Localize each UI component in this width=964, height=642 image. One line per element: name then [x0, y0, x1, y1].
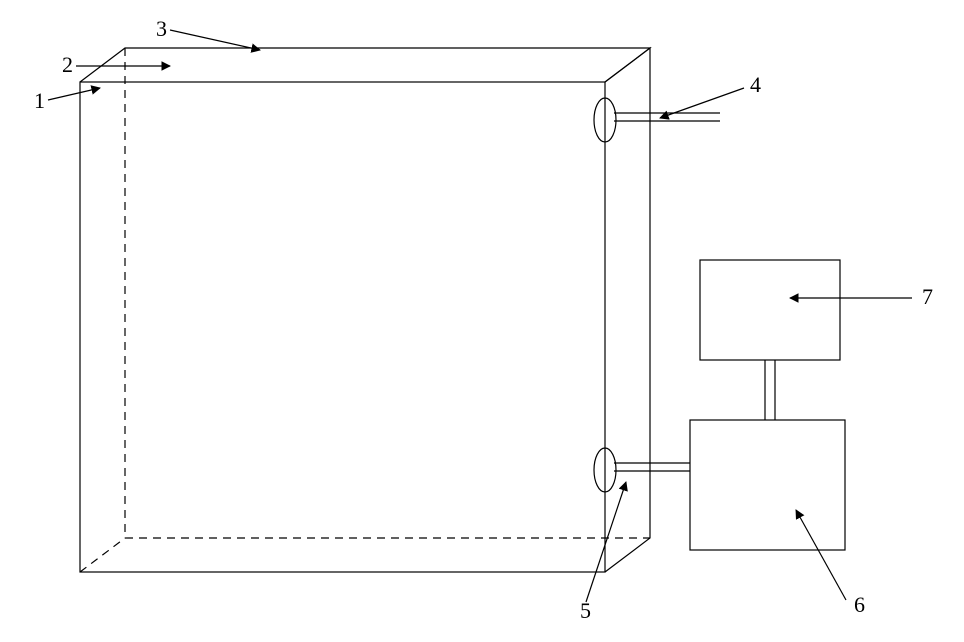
label-3: 3	[156, 16, 167, 41]
box-hidden-bottom-left-diag	[80, 538, 125, 572]
label-5: 5	[580, 598, 591, 623]
label-7: 7	[922, 284, 933, 309]
leader-line-3	[170, 30, 260, 50]
box-front-face	[80, 82, 605, 572]
label-2: 2	[62, 52, 73, 77]
aux-box-small	[700, 260, 840, 360]
label-6: 6	[854, 592, 865, 617]
diagram-canvas: 12 3 4 5 6 7	[0, 0, 964, 642]
leader-line-1	[48, 88, 100, 100]
leader-line-6	[796, 510, 846, 600]
box-right-face	[605, 48, 650, 572]
aux-box-large	[690, 420, 845, 550]
label-1: 1	[34, 88, 45, 113]
label-4: 4	[750, 72, 761, 97]
leader-line-5	[586, 482, 626, 602]
box-top-face	[80, 48, 650, 82]
